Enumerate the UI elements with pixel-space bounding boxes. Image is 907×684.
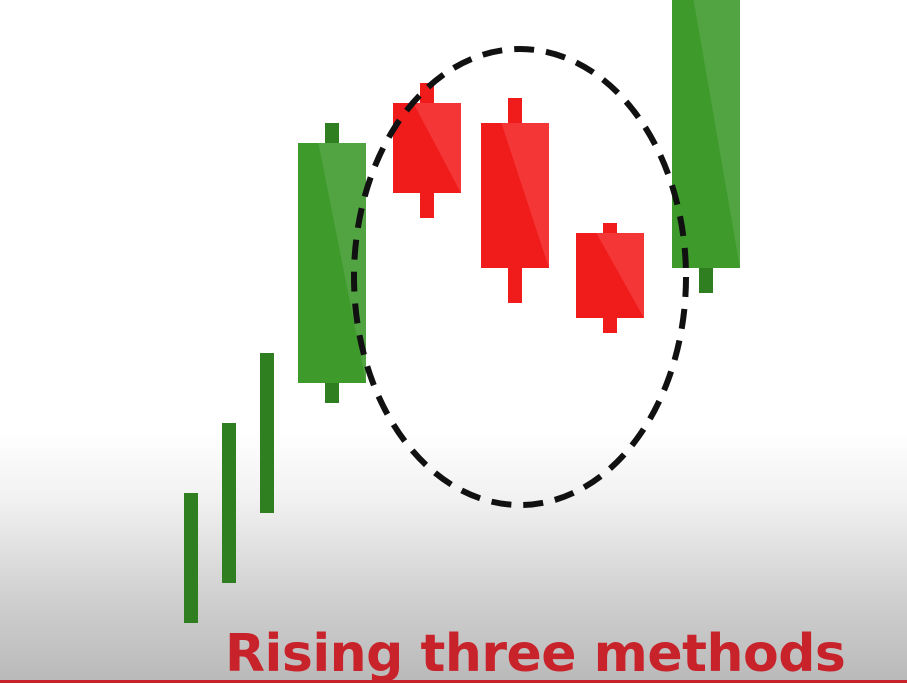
pullback-highlight-circle <box>351 46 689 508</box>
candle-4-first <box>298 123 366 403</box>
candle-7-pullback <box>576 223 644 333</box>
candle-shine <box>693 0 740 268</box>
candle-1-trend-tick <box>184 493 198 623</box>
trend-bar <box>184 493 198 623</box>
candle-shine <box>481 123 549 268</box>
candle-6-pullback <box>481 98 549 303</box>
bottom-rule <box>0 680 907 683</box>
trend-bar <box>260 353 274 513</box>
pattern-title: Rising three methods <box>225 624 846 684</box>
candle-shine <box>298 143 366 383</box>
candle-5-pullback <box>393 83 461 218</box>
candle-8-confirmation <box>672 0 740 293</box>
candle-2-trend-tick <box>222 423 236 583</box>
candle-shine <box>576 233 644 318</box>
trend-bar <box>222 423 236 583</box>
candle-3-trend-tick <box>260 353 274 513</box>
candle-shine <box>393 103 461 193</box>
candles-group <box>184 0 740 623</box>
